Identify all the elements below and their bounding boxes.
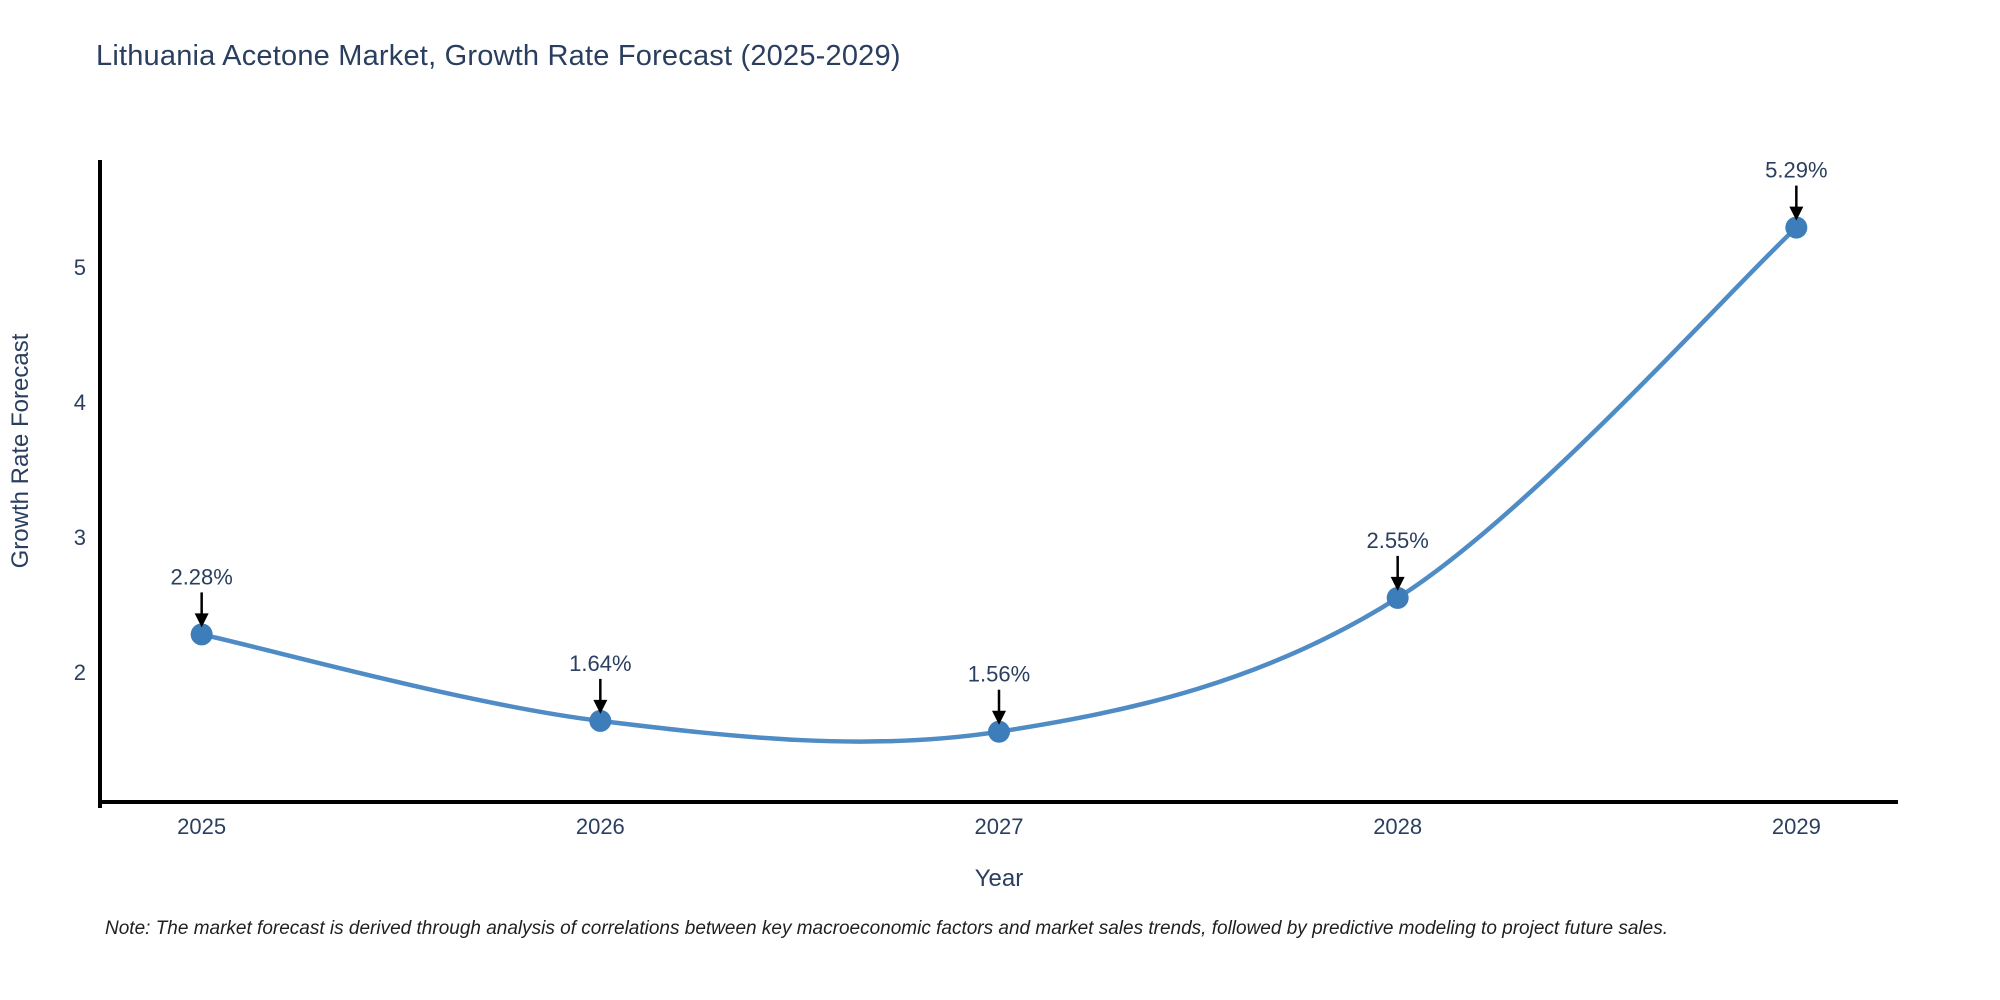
annotation-arrowhead <box>1390 576 1405 591</box>
x-tick-label: 2027 <box>975 814 1024 839</box>
annotation-arrowhead <box>194 613 209 628</box>
y-tick-label: 2 <box>74 660 86 685</box>
data-point-2027[interactable] <box>988 720 1010 743</box>
point-value-label: 1.56% <box>968 662 1030 687</box>
x-tick-label: 2026 <box>576 814 625 839</box>
x-tick-label: 2025 <box>177 814 226 839</box>
footnote: Note: The market forecast is derived thr… <box>105 918 1668 939</box>
data-point-2028[interactable] <box>1386 586 1409 609</box>
point-value-label: 2.55% <box>1366 528 1428 553</box>
data-point-2029[interactable] <box>1785 216 1808 239</box>
x-tick-label: 2028 <box>1373 814 1422 839</box>
y-tick-label: 4 <box>74 390 86 415</box>
y-axis-title: Growth Rate Forecast <box>7 333 34 568</box>
y-tick-label: 5 <box>74 255 86 280</box>
point-value-label: 1.64% <box>569 651 631 676</box>
chart-title: Lithuania Acetone Market, Growth Rate Fo… <box>96 40 901 72</box>
annotation-arrowhead <box>593 699 608 714</box>
annotation-arrowhead <box>1789 206 1804 221</box>
annotation-arrowhead <box>992 710 1006 725</box>
x-tick-label: 2029 <box>1772 814 1821 839</box>
point-value-label: 2.28% <box>170 564 232 589</box>
data-point-2026[interactable] <box>589 709 612 732</box>
data-point-2025[interactable] <box>190 623 213 646</box>
x-axis-title: Year <box>975 865 1024 892</box>
point-value-label: 5.29% <box>1765 158 1827 183</box>
y-tick-label: 3 <box>74 525 86 550</box>
